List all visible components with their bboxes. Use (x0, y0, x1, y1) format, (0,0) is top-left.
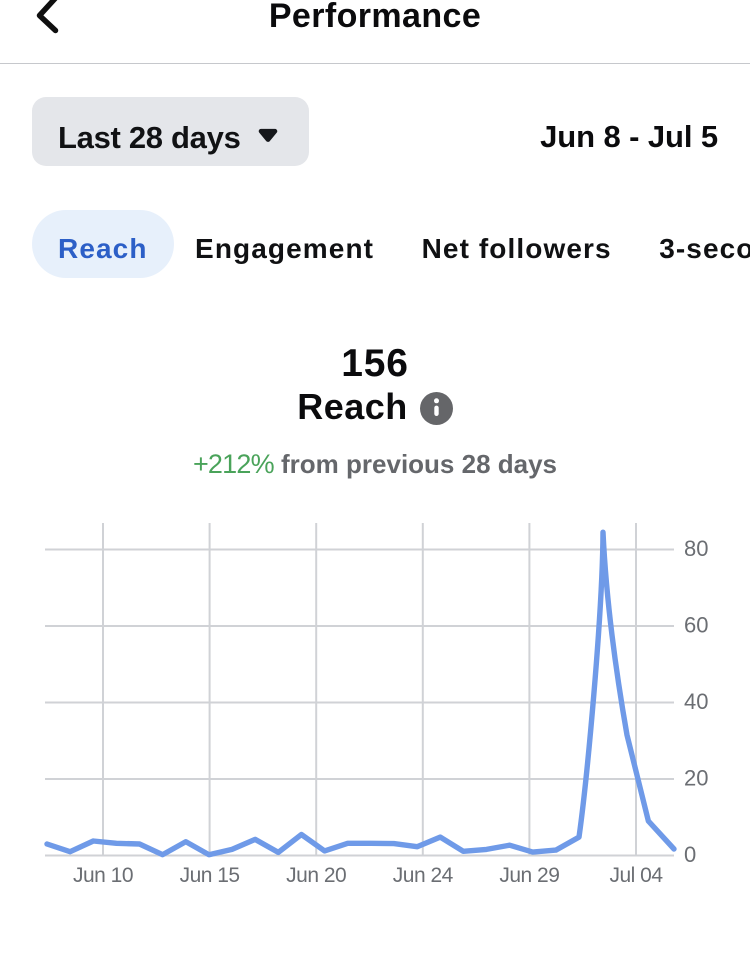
svg-text:Jun 15: Jun 15 (180, 864, 240, 887)
svg-text:Jun 20: Jun 20 (286, 864, 346, 887)
svg-text:40: 40 (684, 689, 708, 714)
svg-text:Jun 10: Jun 10 (73, 864, 133, 887)
svg-text:60: 60 (684, 613, 708, 638)
svg-text:80: 80 (684, 536, 708, 561)
svg-text:0: 0 (684, 842, 696, 867)
svg-text:Jun 24: Jun 24 (393, 864, 454, 887)
svg-text:Jun 29: Jun 29 (499, 864, 559, 887)
svg-text:20: 20 (684, 766, 708, 791)
svg-text:Jul 04: Jul 04 (609, 864, 663, 887)
